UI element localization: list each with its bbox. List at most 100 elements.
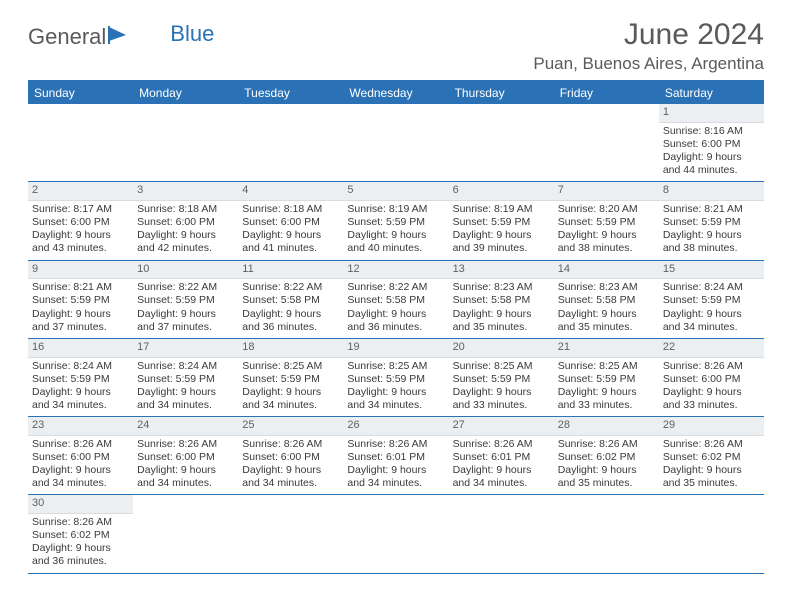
day-number: 30 bbox=[28, 495, 133, 514]
day-number: 22 bbox=[659, 339, 764, 358]
day-line-d1: Daylight: 9 hours bbox=[242, 308, 339, 321]
day-cell: 19Sunrise: 8:25 AMSunset: 5:59 PMDayligh… bbox=[343, 339, 448, 416]
day-line-d2: and 41 minutes. bbox=[242, 242, 339, 255]
day-line-sr: Sunrise: 8:26 AM bbox=[663, 438, 760, 451]
day-line-sr: Sunrise: 8:24 AM bbox=[32, 360, 129, 373]
day-number: 25 bbox=[238, 417, 343, 436]
day-line-d1: Daylight: 9 hours bbox=[347, 464, 444, 477]
day-number: 12 bbox=[343, 261, 448, 280]
day-body: Sunrise: 8:26 AMSunset: 6:00 PMDaylight:… bbox=[133, 436, 238, 495]
day-line-d2: and 44 minutes. bbox=[663, 164, 760, 177]
day-line-d2: and 36 minutes. bbox=[32, 555, 129, 568]
day-line-d1: Daylight: 9 hours bbox=[32, 464, 129, 477]
weekday-header: Saturday bbox=[659, 82, 764, 104]
day-line-d2: and 39 minutes. bbox=[453, 242, 550, 255]
day-body: Sunrise: 8:26 AMSunset: 6:02 PMDaylight:… bbox=[28, 514, 133, 573]
day-number: 21 bbox=[554, 339, 659, 358]
day-line-ss: Sunset: 6:02 PM bbox=[558, 451, 655, 464]
day-line-sr: Sunrise: 8:26 AM bbox=[347, 438, 444, 451]
day-line-ss: Sunset: 5:59 PM bbox=[558, 373, 655, 386]
logo-text-1: General bbox=[28, 24, 106, 50]
day-line-sr: Sunrise: 8:23 AM bbox=[453, 281, 550, 294]
day-line-d2: and 36 minutes. bbox=[242, 321, 339, 334]
day-line-ss: Sunset: 5:59 PM bbox=[137, 294, 234, 307]
day-line-ss: Sunset: 5:58 PM bbox=[242, 294, 339, 307]
day-cell: 4Sunrise: 8:18 AMSunset: 6:00 PMDaylight… bbox=[238, 182, 343, 259]
day-body: Sunrise: 8:23 AMSunset: 5:58 PMDaylight:… bbox=[449, 279, 554, 338]
day-cell bbox=[343, 104, 448, 181]
day-number: 10 bbox=[133, 261, 238, 280]
day-cell: 28Sunrise: 8:26 AMSunset: 6:02 PMDayligh… bbox=[554, 417, 659, 494]
weekday-header: Tuesday bbox=[238, 82, 343, 104]
logo-text-2: Blue bbox=[170, 21, 214, 47]
day-cell: 15Sunrise: 8:24 AMSunset: 5:59 PMDayligh… bbox=[659, 261, 764, 338]
day-line-d2: and 34 minutes. bbox=[347, 477, 444, 490]
day-line-ss: Sunset: 5:58 PM bbox=[558, 294, 655, 307]
day-cell bbox=[238, 495, 343, 572]
day-line-d2: and 34 minutes. bbox=[663, 321, 760, 334]
day-line-d1: Daylight: 9 hours bbox=[663, 464, 760, 477]
calendar-grid: SundayMondayTuesdayWednesdayThursdayFrid… bbox=[28, 80, 764, 574]
day-body bbox=[449, 123, 554, 171]
day-body: Sunrise: 8:26 AMSunset: 6:02 PMDaylight:… bbox=[554, 436, 659, 495]
day-line-d2: and 34 minutes. bbox=[453, 477, 550, 490]
day-line-sr: Sunrise: 8:17 AM bbox=[32, 203, 129, 216]
day-cell: 27Sunrise: 8:26 AMSunset: 6:01 PMDayligh… bbox=[449, 417, 554, 494]
title-block: June 2024 Puan, Buenos Aires, Argentina bbox=[533, 18, 764, 74]
day-body: Sunrise: 8:25 AMSunset: 5:59 PMDaylight:… bbox=[449, 358, 554, 417]
day-body: Sunrise: 8:22 AMSunset: 5:59 PMDaylight:… bbox=[133, 279, 238, 338]
day-line-ss: Sunset: 5:59 PM bbox=[137, 373, 234, 386]
day-line-sr: Sunrise: 8:26 AM bbox=[558, 438, 655, 451]
day-cell bbox=[343, 495, 448, 572]
day-body: Sunrise: 8:26 AMSunset: 6:00 PMDaylight:… bbox=[659, 358, 764, 417]
weekday-header: Friday bbox=[554, 82, 659, 104]
day-line-ss: Sunset: 6:00 PM bbox=[32, 451, 129, 464]
day-line-sr: Sunrise: 8:26 AM bbox=[137, 438, 234, 451]
day-body bbox=[554, 123, 659, 171]
day-line-ss: Sunset: 5:59 PM bbox=[453, 373, 550, 386]
day-body: Sunrise: 8:21 AMSunset: 5:59 PMDaylight:… bbox=[659, 201, 764, 260]
location-label: Puan, Buenos Aires, Argentina bbox=[533, 54, 764, 74]
day-line-d2: and 36 minutes. bbox=[347, 321, 444, 334]
day-line-ss: Sunset: 5:59 PM bbox=[663, 216, 760, 229]
day-number: 16 bbox=[28, 339, 133, 358]
day-line-d2: and 35 minutes. bbox=[558, 477, 655, 490]
day-line-sr: Sunrise: 8:25 AM bbox=[242, 360, 339, 373]
day-line-sr: Sunrise: 8:26 AM bbox=[242, 438, 339, 451]
day-line-ss: Sunset: 5:58 PM bbox=[347, 294, 444, 307]
day-body bbox=[238, 514, 343, 562]
day-line-d2: and 38 minutes. bbox=[558, 242, 655, 255]
day-number: 4 bbox=[238, 182, 343, 201]
day-cell: 8Sunrise: 8:21 AMSunset: 5:59 PMDaylight… bbox=[659, 182, 764, 259]
day-body: Sunrise: 8:18 AMSunset: 6:00 PMDaylight:… bbox=[133, 201, 238, 260]
day-line-ss: Sunset: 5:59 PM bbox=[242, 373, 339, 386]
day-body: Sunrise: 8:18 AMSunset: 6:00 PMDaylight:… bbox=[238, 201, 343, 260]
weekday-header: Thursday bbox=[449, 82, 554, 104]
day-line-d2: and 35 minutes. bbox=[663, 477, 760, 490]
day-line-d1: Daylight: 9 hours bbox=[347, 308, 444, 321]
week-row: 9Sunrise: 8:21 AMSunset: 5:59 PMDaylight… bbox=[28, 261, 764, 339]
day-line-d1: Daylight: 9 hours bbox=[32, 386, 129, 399]
day-cell: 9Sunrise: 8:21 AMSunset: 5:59 PMDaylight… bbox=[28, 261, 133, 338]
day-number: 2 bbox=[28, 182, 133, 201]
day-cell bbox=[133, 104, 238, 181]
day-line-ss: Sunset: 5:59 PM bbox=[453, 216, 550, 229]
day-line-ss: Sunset: 5:59 PM bbox=[32, 373, 129, 386]
day-number: 20 bbox=[449, 339, 554, 358]
week-row: 23Sunrise: 8:26 AMSunset: 6:00 PMDayligh… bbox=[28, 417, 764, 495]
day-number: 11 bbox=[238, 261, 343, 280]
day-body: Sunrise: 8:23 AMSunset: 5:58 PMDaylight:… bbox=[554, 279, 659, 338]
day-body: Sunrise: 8:19 AMSunset: 5:59 PMDaylight:… bbox=[449, 201, 554, 260]
day-number: 5 bbox=[343, 182, 448, 201]
calendar-weeks: 1Sunrise: 8:16 AMSunset: 6:00 PMDaylight… bbox=[28, 104, 764, 574]
day-line-d2: and 35 minutes. bbox=[453, 321, 550, 334]
day-body bbox=[343, 123, 448, 171]
day-line-d1: Daylight: 9 hours bbox=[347, 229, 444, 242]
day-body: Sunrise: 8:26 AMSunset: 6:02 PMDaylight:… bbox=[659, 436, 764, 495]
day-cell: 10Sunrise: 8:22 AMSunset: 5:59 PMDayligh… bbox=[133, 261, 238, 338]
page-header: General Blue June 2024 Puan, Buenos Aire… bbox=[28, 18, 764, 74]
day-cell: 7Sunrise: 8:20 AMSunset: 5:59 PMDaylight… bbox=[554, 182, 659, 259]
day-cell: 18Sunrise: 8:25 AMSunset: 5:59 PMDayligh… bbox=[238, 339, 343, 416]
day-line-sr: Sunrise: 8:24 AM bbox=[663, 281, 760, 294]
day-cell: 6Sunrise: 8:19 AMSunset: 5:59 PMDaylight… bbox=[449, 182, 554, 259]
